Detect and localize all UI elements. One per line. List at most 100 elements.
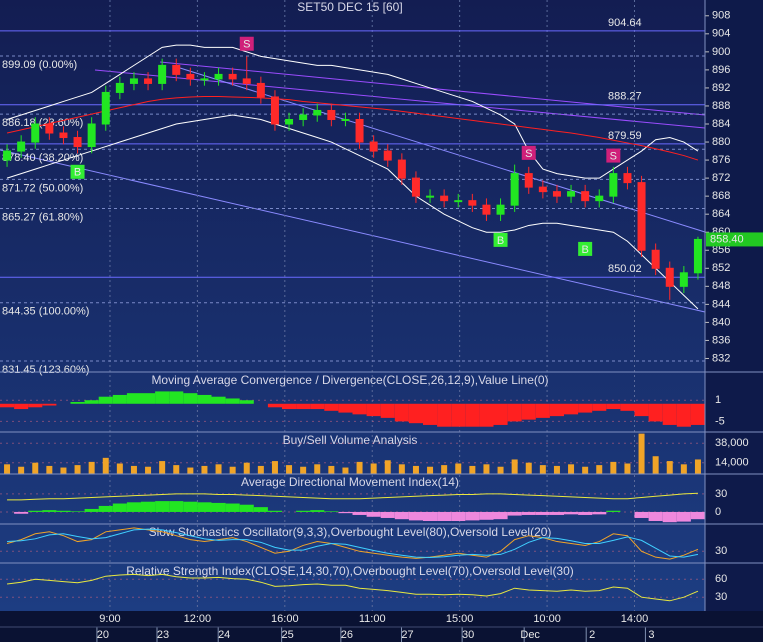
signal-label: S bbox=[525, 148, 532, 160]
bar bbox=[173, 465, 180, 474]
bar bbox=[310, 403, 325, 410]
panel-title: Average Directional Movement Index(14) bbox=[241, 475, 459, 489]
bar bbox=[239, 400, 254, 404]
bar bbox=[648, 511, 663, 521]
bar bbox=[130, 465, 137, 474]
candle-body bbox=[158, 64, 167, 84]
x-tick-label: 12:00 bbox=[184, 613, 212, 625]
bar bbox=[70, 402, 85, 404]
y-tick-label: 880 bbox=[712, 136, 730, 148]
bar bbox=[676, 403, 691, 427]
overlay-line bbox=[6, 114, 699, 310]
y-tick-label: 852 bbox=[712, 262, 730, 274]
y-tick-label: 904 bbox=[712, 28, 730, 40]
candle-body bbox=[397, 159, 406, 179]
bar bbox=[451, 403, 466, 427]
bar bbox=[296, 403, 311, 410]
date-label: 27 bbox=[401, 629, 413, 641]
candle-body bbox=[651, 249, 660, 269]
signal-label: S bbox=[243, 39, 250, 51]
y-tick-label: 60 bbox=[715, 573, 727, 585]
fib-label: 871.72 (50.00%) bbox=[2, 182, 83, 194]
bar bbox=[662, 403, 677, 425]
bar bbox=[352, 511, 367, 515]
bar bbox=[74, 465, 81, 474]
indicator-line bbox=[6, 573, 699, 602]
candle-body bbox=[313, 109, 322, 116]
bar bbox=[28, 510, 43, 512]
bar bbox=[634, 403, 649, 417]
fib-label: 844.35 (100.00%) bbox=[2, 306, 89, 318]
candle-body bbox=[256, 82, 265, 98]
bar bbox=[229, 466, 236, 474]
signal-label: S bbox=[610, 150, 617, 162]
bar bbox=[300, 466, 307, 474]
candle-body bbox=[510, 173, 519, 206]
bar bbox=[370, 463, 377, 474]
date-label: 23 bbox=[157, 629, 169, 641]
candle-body bbox=[31, 123, 40, 143]
signal-marker bbox=[606, 148, 621, 163]
bar bbox=[662, 511, 677, 523]
date-label: 26 bbox=[341, 629, 353, 641]
bar bbox=[267, 510, 282, 512]
y-tick-label: 908 bbox=[712, 10, 730, 22]
right-axis bbox=[705, 0, 763, 611]
panel-title: Relative Strength Index(CLOSE,14,30,70),… bbox=[126, 564, 574, 578]
candle-body bbox=[186, 73, 195, 80]
bar bbox=[592, 511, 607, 515]
bar bbox=[648, 403, 663, 422]
y-tick-label: 864 bbox=[712, 208, 730, 220]
bar bbox=[549, 511, 564, 515]
bar bbox=[28, 403, 43, 408]
bar bbox=[98, 505, 113, 512]
y-tick-label: 844 bbox=[712, 298, 730, 310]
bar bbox=[201, 465, 208, 474]
overlay-line bbox=[6, 95, 699, 161]
bar bbox=[596, 465, 603, 474]
bar bbox=[437, 511, 452, 521]
bar bbox=[638, 433, 645, 474]
candle-body bbox=[411, 177, 420, 197]
bar bbox=[690, 403, 705, 425]
bar bbox=[521, 403, 536, 420]
candle-body bbox=[115, 82, 124, 93]
candle-body bbox=[567, 191, 576, 197]
bar bbox=[451, 511, 466, 521]
y-tick-label: 836 bbox=[712, 334, 730, 346]
candle-body bbox=[59, 132, 68, 139]
bar bbox=[84, 508, 99, 512]
candle-body bbox=[383, 150, 392, 161]
trend-line bbox=[0, 149, 706, 313]
level-label: 879.59 bbox=[608, 130, 642, 142]
bar bbox=[521, 511, 536, 515]
level-label: 850.02 bbox=[608, 263, 642, 275]
y-tick-label: 888 bbox=[712, 100, 730, 112]
candle-body bbox=[242, 78, 251, 84]
bar bbox=[380, 511, 395, 518]
bar bbox=[225, 398, 240, 404]
candle-body bbox=[609, 173, 618, 197]
candle-body bbox=[496, 204, 505, 215]
bar bbox=[324, 403, 339, 411]
bar bbox=[88, 461, 95, 474]
x-tick-label: 15:00 bbox=[446, 613, 474, 625]
bar bbox=[666, 461, 673, 474]
indicator-line bbox=[7, 492, 698, 501]
candle-body bbox=[369, 141, 378, 152]
bar bbox=[145, 466, 152, 474]
bar bbox=[159, 461, 166, 474]
bar bbox=[394, 403, 409, 422]
bar bbox=[652, 456, 659, 474]
bar bbox=[197, 394, 212, 404]
panel-title: Slow Stochastics Oscillator(9,3,3),Overb… bbox=[149, 525, 552, 539]
candle-body bbox=[285, 118, 294, 125]
bar bbox=[243, 462, 250, 474]
bar bbox=[169, 391, 184, 404]
date-label: 2 bbox=[589, 629, 595, 641]
bar bbox=[465, 403, 480, 427]
bar bbox=[296, 510, 311, 512]
level-label: 888.27 bbox=[608, 91, 642, 103]
candle-body bbox=[468, 200, 477, 206]
y-tick-label: 900 bbox=[712, 46, 730, 58]
